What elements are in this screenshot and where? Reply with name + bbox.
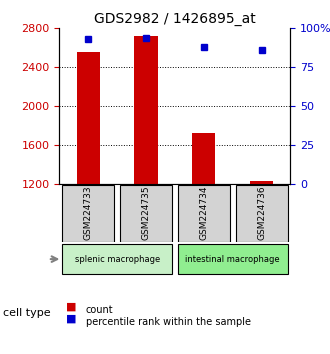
Text: splenic macrophage: splenic macrophage bbox=[75, 255, 160, 264]
Text: GSM224734: GSM224734 bbox=[199, 186, 208, 240]
Bar bbox=[135, 36, 158, 184]
Text: cell type: cell type bbox=[3, 308, 51, 318]
Text: GSM224733: GSM224733 bbox=[84, 185, 93, 240]
Text: GSM224735: GSM224735 bbox=[142, 185, 150, 240]
FancyBboxPatch shape bbox=[236, 185, 287, 242]
Text: count: count bbox=[86, 305, 114, 315]
Bar bbox=[77, 52, 100, 184]
Text: GSM224736: GSM224736 bbox=[257, 185, 266, 240]
FancyBboxPatch shape bbox=[178, 185, 230, 242]
Text: intestinal macrophage: intestinal macrophage bbox=[185, 255, 280, 264]
Text: ■: ■ bbox=[66, 314, 77, 324]
Text: ■: ■ bbox=[66, 302, 77, 312]
FancyBboxPatch shape bbox=[120, 185, 172, 242]
FancyBboxPatch shape bbox=[62, 244, 172, 274]
FancyBboxPatch shape bbox=[62, 185, 114, 242]
Bar bbox=[250, 181, 273, 184]
Bar bbox=[192, 133, 215, 184]
Text: percentile rank within the sample: percentile rank within the sample bbox=[86, 317, 251, 327]
FancyBboxPatch shape bbox=[178, 244, 287, 274]
Title: GDS2982 / 1426895_at: GDS2982 / 1426895_at bbox=[94, 12, 256, 26]
